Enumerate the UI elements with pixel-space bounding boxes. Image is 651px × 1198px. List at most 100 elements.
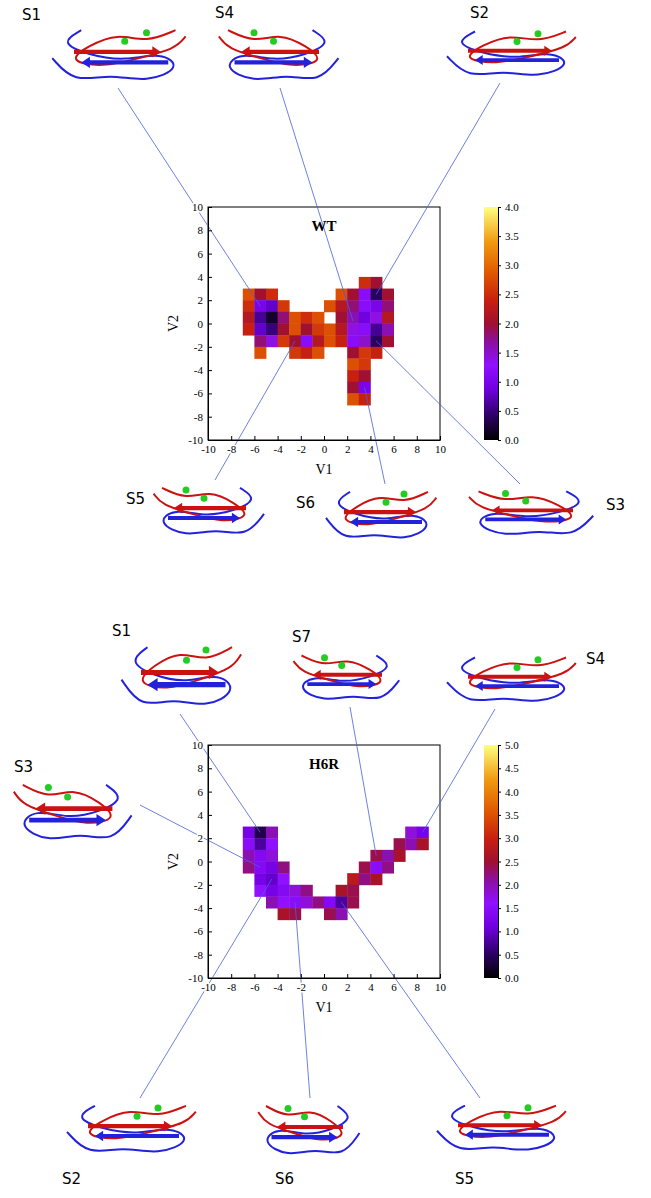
tick-mark bbox=[254, 436, 255, 440]
heatmap-cell bbox=[359, 862, 371, 874]
tick-label: 8 bbox=[198, 224, 204, 236]
tick-label: -6 bbox=[250, 981, 260, 993]
tick-label: -6 bbox=[250, 443, 260, 455]
green-atom bbox=[201, 495, 208, 502]
tick-mark bbox=[324, 974, 325, 978]
heatmap-cell bbox=[243, 300, 255, 312]
tick: 8 bbox=[415, 436, 421, 455]
tick-label: 3.0 bbox=[505, 259, 519, 271]
heatmap-cell bbox=[347, 885, 359, 897]
blue-strand bbox=[465, 1130, 549, 1140]
green-atom bbox=[338, 662, 345, 669]
tick-label: 4 bbox=[198, 271, 204, 283]
heatmap-cell bbox=[359, 873, 371, 885]
tick-label: -4 bbox=[194, 364, 204, 376]
red-strand bbox=[36, 802, 113, 814]
tick: 5.0 bbox=[498, 739, 519, 751]
tick-label: 10 bbox=[435, 443, 447, 455]
green-atom bbox=[522, 498, 529, 505]
green-atom bbox=[203, 647, 210, 654]
tick: -2 bbox=[297, 974, 306, 993]
structure-cartoon bbox=[122, 647, 242, 704]
tick-mark bbox=[417, 974, 418, 978]
tick-mark bbox=[498, 885, 501, 886]
tick: 0 bbox=[198, 856, 213, 868]
tick-label: 2 bbox=[345, 981, 351, 993]
tick-mark bbox=[498, 931, 501, 932]
tick-mark bbox=[208, 955, 212, 956]
tick: 0.5 bbox=[498, 405, 519, 417]
heatmap-cell bbox=[336, 324, 348, 336]
tick-label: 0.5 bbox=[505, 949, 519, 961]
structure-cartoon bbox=[293, 654, 399, 699]
heatmap-cell bbox=[370, 312, 382, 324]
tick-label: 2 bbox=[198, 832, 204, 844]
tick-mark bbox=[498, 324, 501, 325]
tick-mark bbox=[208, 885, 212, 886]
plot-frame bbox=[208, 745, 440, 978]
plot-background bbox=[208, 207, 440, 440]
heatmap-cell bbox=[347, 289, 359, 301]
red-chain bbox=[76, 30, 186, 65]
tick: -6 bbox=[250, 436, 260, 455]
tick: 4.5 bbox=[498, 762, 519, 774]
panel: WT-10-8-6-4-20246810-10-8-6-4-20246810V1… bbox=[22, 4, 625, 537]
tick: -8 bbox=[194, 949, 212, 961]
tick-label: 2.5 bbox=[505, 856, 519, 868]
tick-label: 10 bbox=[192, 201, 204, 213]
red-strand bbox=[88, 1121, 172, 1132]
heatmap-cell bbox=[278, 896, 290, 908]
tick: 8 bbox=[415, 974, 421, 993]
tick-label: -10 bbox=[201, 443, 216, 455]
heatmap-cell bbox=[336, 885, 348, 897]
heatmap-cell bbox=[243, 838, 255, 850]
annotations bbox=[52, 29, 593, 537]
structure-cartoon bbox=[326, 491, 436, 538]
heatmap-cell bbox=[254, 300, 266, 312]
tick: 8 bbox=[198, 762, 213, 774]
tick: 4 bbox=[198, 809, 213, 821]
tick-mark bbox=[394, 974, 395, 978]
heatmap-cell bbox=[382, 335, 394, 347]
heatmap-cell bbox=[301, 335, 313, 347]
heatmap-cell bbox=[301, 885, 313, 897]
axis: -10-8-6-4-20246810 bbox=[201, 974, 446, 993]
heatmap-cell bbox=[266, 850, 278, 862]
tick: 3.0 bbox=[498, 832, 519, 844]
tick-mark bbox=[301, 436, 302, 440]
tick: 4.0 bbox=[498, 201, 519, 213]
heatmap-cell bbox=[289, 885, 301, 897]
tick-mark bbox=[417, 436, 418, 440]
tick-mark bbox=[498, 411, 501, 412]
heatmap-cell bbox=[359, 324, 371, 336]
y-axis-title: V2 bbox=[166, 853, 181, 870]
heatmap-cell bbox=[254, 827, 266, 839]
green-atom bbox=[155, 1105, 162, 1112]
tick-mark bbox=[498, 382, 501, 383]
heatmap-cell bbox=[301, 347, 313, 359]
blue-strand bbox=[485, 515, 566, 525]
tick-label: 4.0 bbox=[505, 201, 519, 213]
tick-mark bbox=[208, 254, 212, 255]
structure-cartoon bbox=[469, 490, 593, 534]
tick: 2.0 bbox=[498, 318, 519, 330]
leader-line bbox=[140, 879, 272, 1098]
tick-mark bbox=[208, 347, 212, 348]
tick: 10 bbox=[435, 436, 447, 455]
heatmap-cell bbox=[301, 896, 313, 908]
heatmap-cell bbox=[417, 827, 429, 839]
tick-mark bbox=[440, 974, 441, 978]
heatmap-cell bbox=[243, 312, 255, 324]
heatmap-cell bbox=[359, 312, 371, 324]
x-axis-title: V1 bbox=[315, 462, 332, 477]
tick: 3.5 bbox=[498, 809, 519, 821]
structure-cartoon bbox=[219, 29, 339, 79]
tick: 0.0 bbox=[498, 972, 519, 984]
tick-mark bbox=[498, 792, 501, 793]
heatmap-cell bbox=[266, 324, 278, 336]
tick-label: -2 bbox=[297, 443, 306, 455]
tick-label: 3.5 bbox=[505, 230, 519, 242]
tick-mark bbox=[254, 974, 255, 978]
tick-mark bbox=[208, 931, 212, 932]
leader-line bbox=[280, 88, 353, 321]
